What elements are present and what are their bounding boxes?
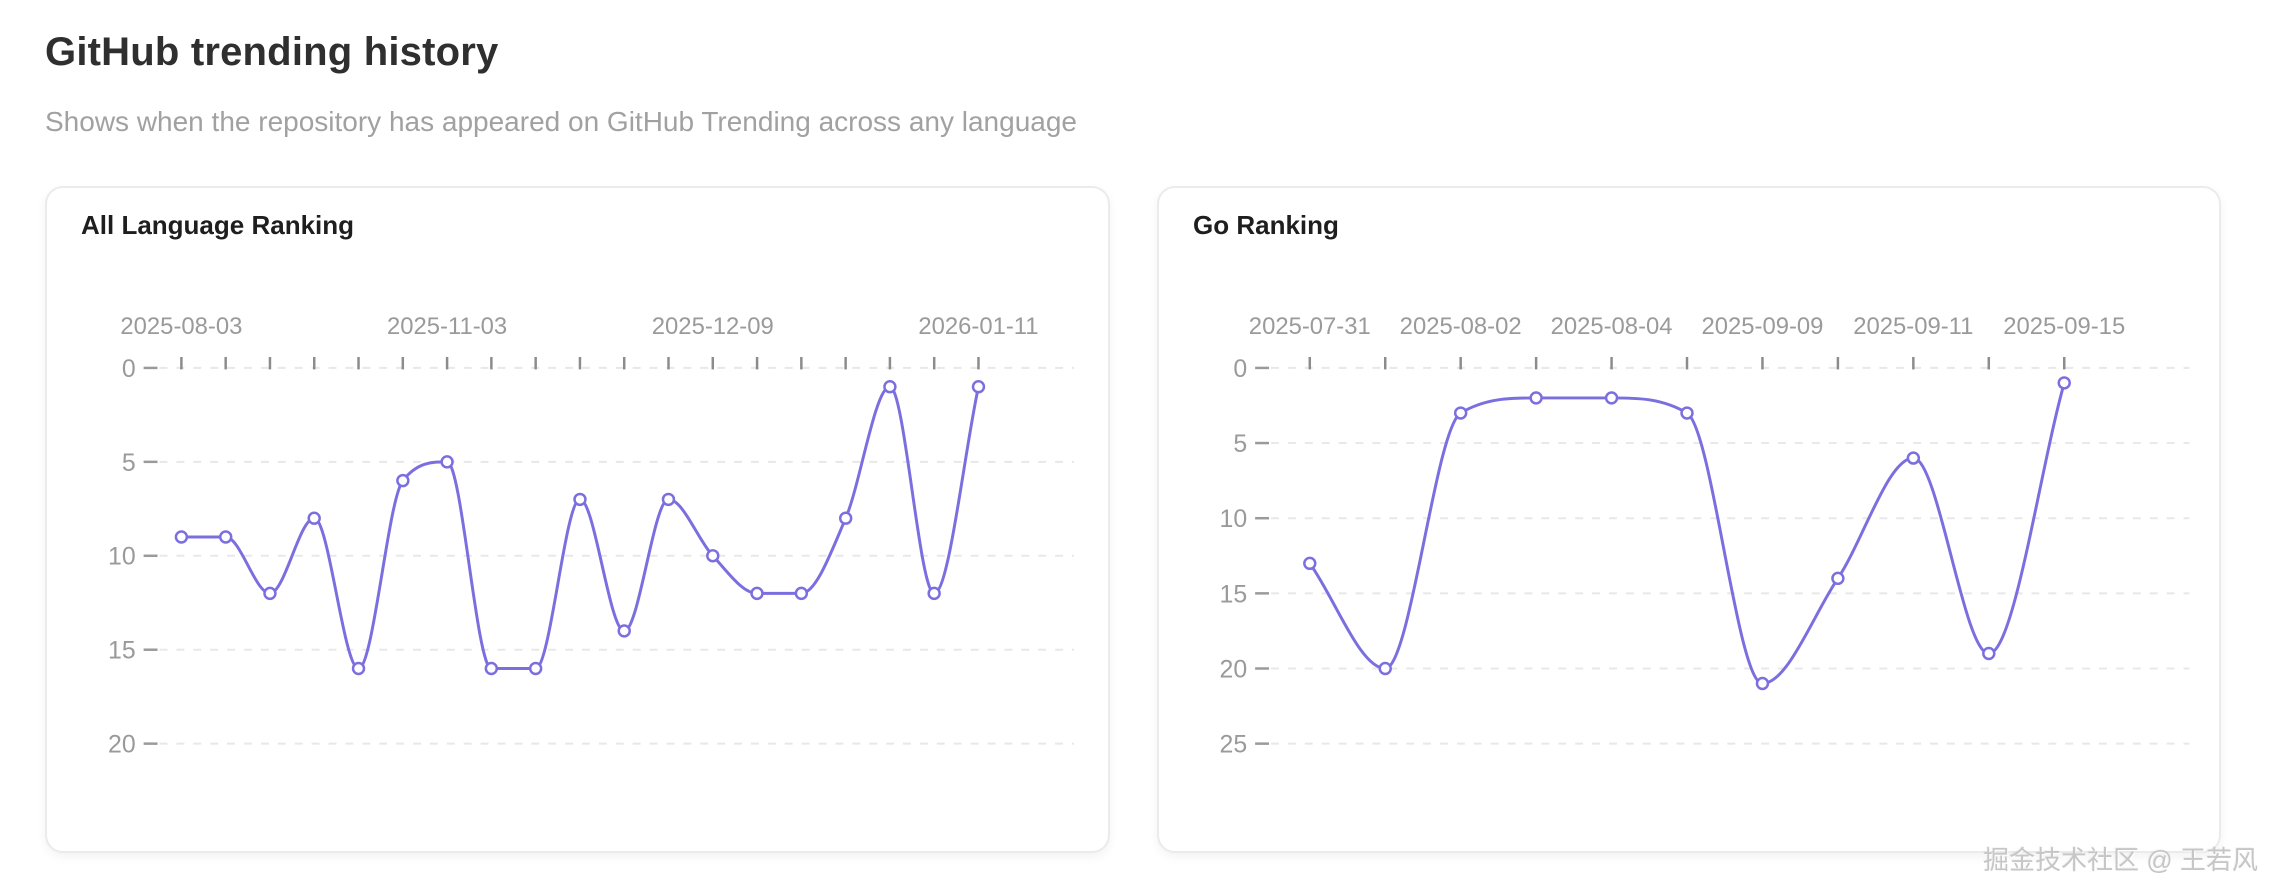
- all-language-ranking-title: All Language Ranking: [81, 210, 355, 240]
- y-axis-label: 10: [1220, 506, 1248, 533]
- x-axis-label: 2025-09-15: [2003, 313, 2125, 340]
- x-axis-label: 2025-08-04: [1551, 313, 1673, 340]
- go-ranking-card: Go Ranking 0 5 10 15 20 25 2025-07-31 2025-08-0…: [1157, 186, 2221, 853]
- y-axis-label: 5: [122, 450, 136, 477]
- page-subtitle: Shows when the repository has appeared o…: [45, 106, 1077, 137]
- data-point[interactable]: [750, 586, 764, 601]
- data-point[interactable]: [174, 530, 189, 544]
- data-point[interactable]: [706, 549, 720, 563]
- data-point[interactable]: [396, 473, 410, 488]
- data-point[interactable]: [1604, 391, 1619, 405]
- y-axis-label: 0: [122, 356, 136, 383]
- data-point[interactable]: [1982, 646, 1996, 661]
- data-point[interactable]: [1680, 406, 1694, 420]
- data-point[interactable]: [440, 455, 454, 469]
- x-axis-label: 2025-07-31: [1249, 313, 1371, 340]
- y-axis-label: 15: [108, 638, 136, 665]
- data-point[interactable]: [484, 661, 499, 676]
- y-axis-label: 20: [1220, 656, 1248, 683]
- data-point[interactable]: [1303, 556, 1317, 571]
- data-point[interactable]: [1529, 391, 1543, 405]
- x-axis-label: 2025-09-09: [1701, 313, 1823, 340]
- data-point[interactable]: [1453, 406, 1468, 420]
- data-point[interactable]: [1378, 661, 1392, 676]
- data-point[interactable]: [883, 379, 897, 394]
- data-point[interactable]: [1831, 571, 1845, 586]
- data-point[interactable]: [838, 511, 853, 525]
- all-language-ranking-line-chart[interactable]: 0 5 10 15 20 2025-08-03 2025-11-03 2025-12-09 20…: [47, 188, 1108, 851]
- data-point[interactable]: [351, 661, 366, 676]
- x-axis-label: 2026-01-11: [918, 313, 1038, 340]
- x-axis-label: 2025-12-09: [652, 313, 774, 340]
- data-point[interactable]: [219, 530, 233, 544]
- data-point[interactable]: [971, 379, 986, 394]
- x-axis-label: 2025-11-03: [387, 313, 507, 340]
- data-point[interactable]: [617, 624, 631, 638]
- data-point[interactable]: [927, 586, 941, 601]
- all-language-ranking-card: All Language Ranking 0 5 10 15 20 2025-08-03 2…: [45, 186, 1110, 853]
- data-point[interactable]: [573, 492, 587, 507]
- series-line: [1308, 381, 2066, 686]
- y-axis-label: 25: [1220, 732, 1248, 759]
- data-point[interactable]: [661, 492, 676, 507]
- y-axis-label: 20: [108, 732, 136, 759]
- data-point[interactable]: [794, 586, 809, 601]
- x-axis-label: 2025-08-03: [120, 313, 242, 340]
- y-axis-label: 0: [1233, 356, 1247, 383]
- y-axis-label: 5: [1233, 431, 1247, 458]
- y-axis-label: 15: [1220, 581, 1248, 608]
- y-axis-label: 10: [108, 544, 136, 571]
- go-ranking-title: Go Ranking: [1193, 210, 1339, 240]
- x-axis-label: 2025-09-11: [1853, 313, 1973, 340]
- page-title: GitHub trending history: [45, 30, 499, 74]
- series-line: [179, 385, 980, 670]
- x-axis-label: 2025-08-02: [1400, 313, 1522, 340]
- data-point[interactable]: [307, 511, 321, 525]
- data-point[interactable]: [528, 661, 543, 676]
- watermark: 掘金技术社区 @ 王若风: [1983, 845, 2258, 875]
- data-point[interactable]: [1755, 676, 1770, 691]
- go-ranking-line-chart[interactable]: 0 5 10 15 20 25 2025-07-31 2025-08-02 2025-08-04…: [1159, 188, 2219, 851]
- data-point[interactable]: [1906, 451, 1921, 465]
- data-point[interactable]: [263, 586, 277, 601]
- data-point[interactable]: [2057, 376, 2071, 390]
